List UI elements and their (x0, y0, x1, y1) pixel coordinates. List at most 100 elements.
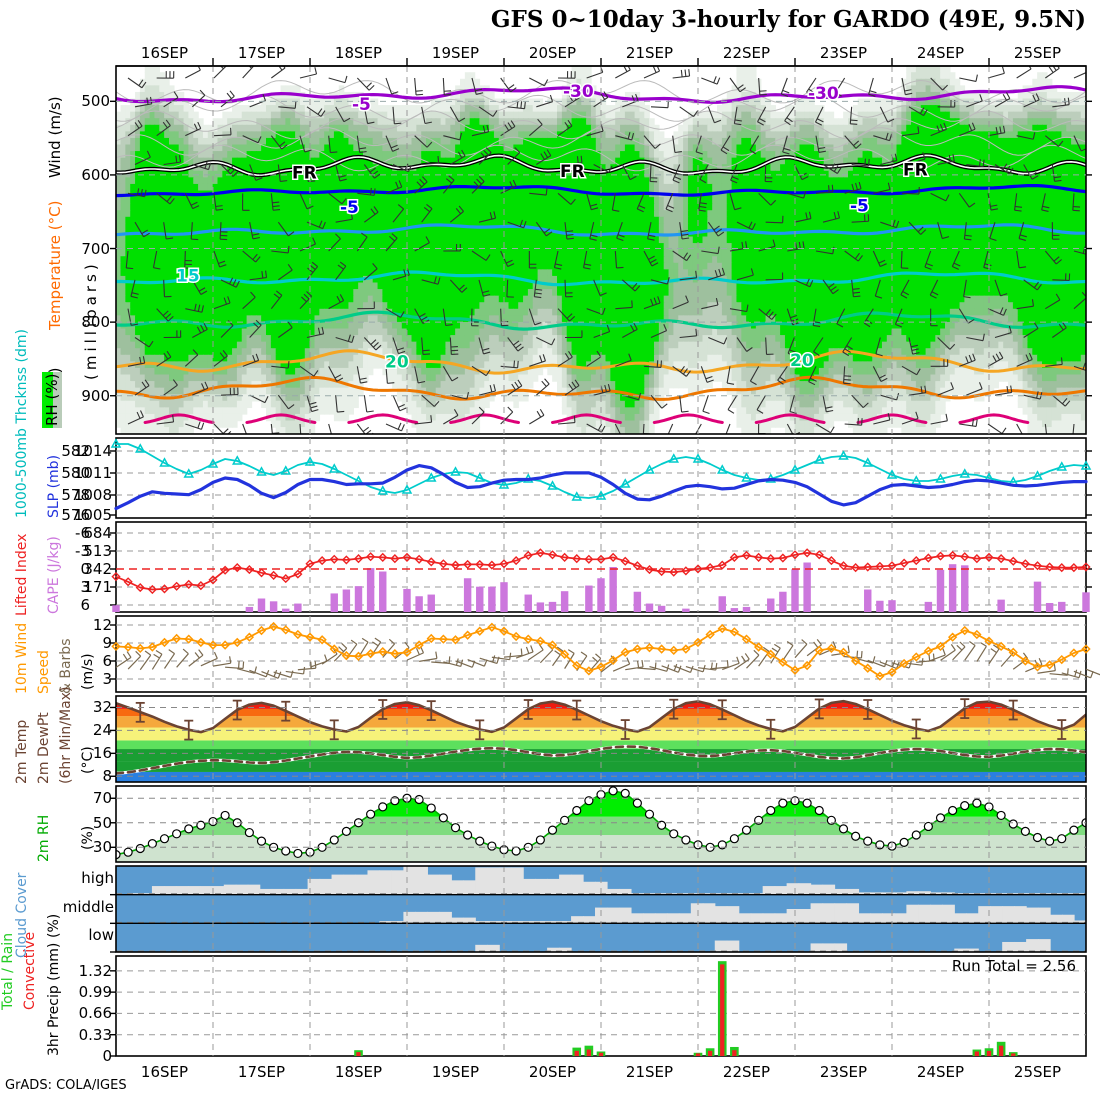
wind-speed-marker (111, 641, 121, 652)
cloud-bar (403, 911, 416, 924)
rh-marker (293, 848, 303, 859)
li-marker (644, 564, 655, 575)
slp-ytick-1008: 1008 (73, 486, 112, 504)
precip-convective-bar (598, 1052, 604, 1056)
label-temp2m: 2m Temp (14, 719, 30, 784)
day-label-top-17SEP: 17SEP (237, 44, 286, 62)
cloud-bar (451, 880, 464, 895)
cape-bar (767, 598, 775, 612)
wind-speed-marker (535, 636, 546, 646)
thk-ytick-578: 578 (61, 486, 90, 504)
li-marker (147, 584, 157, 595)
cloud-row-middle: middle (62, 897, 114, 916)
cloud-bar (954, 893, 967, 895)
day-label-top-21SEP: 21SEP (625, 44, 674, 62)
label-precip-axis: 3hr Precip (mm) (46, 942, 62, 1056)
cape-ytick-513: 513 (83, 542, 112, 560)
li-marker (560, 552, 570, 562)
cloud-bar (606, 888, 620, 895)
contour-label: 15 (176, 266, 200, 286)
wind-speed-marker (838, 647, 849, 658)
slp-ytick-1014: 1014 (73, 442, 112, 460)
rh-marker (244, 827, 254, 838)
cape-bar (888, 600, 896, 612)
wind-speed-marker (1044, 660, 1055, 670)
cloud-bar (666, 913, 680, 924)
day-label-bottom-25SEP: 25SEP (1013, 1063, 1062, 1081)
thickness-marker (377, 485, 389, 495)
slp-ytick-1011: 1011 (73, 464, 112, 482)
cloud-bar (834, 903, 848, 924)
thickness-marker (692, 453, 704, 463)
cloud-bar (331, 874, 345, 895)
thickness-marker (619, 478, 631, 488)
li-marker (244, 564, 254, 575)
panel-slp-thickness (110, 437, 1092, 519)
wind-speed-marker (511, 631, 521, 642)
wind-speed-marker (923, 646, 934, 656)
precip-ytick-0.66: 0.66 (78, 1004, 112, 1023)
panel-rh-2m (110, 785, 1087, 863)
rh-marker (802, 798, 812, 808)
rh-marker (960, 801, 970, 811)
wind-speed-marker (305, 632, 315, 642)
wind-speed-marker (365, 649, 376, 659)
top-day-ticks (116, 58, 1086, 67)
thickness-marker (862, 457, 874, 467)
rh-ytick-50: 50 (92, 813, 112, 832)
contour-label: -5 (352, 95, 371, 115)
li-ytick-6: 6 (80, 596, 90, 614)
wind-speed-marker (1081, 644, 1091, 654)
cloud-bar (271, 888, 285, 895)
cloud-bar (810, 884, 824, 895)
cloud-bar (559, 921, 572, 924)
rh-marker (996, 810, 1006, 821)
cape-bar (257, 598, 266, 612)
rh-marker (426, 803, 436, 813)
thickness-marker (716, 464, 728, 474)
wind-speed-marker (1057, 654, 1067, 665)
label-wind-units-ms: (m/s) (80, 653, 96, 690)
cloud-bar (846, 888, 860, 895)
thickness-marker (328, 463, 340, 473)
cape-bar (330, 593, 338, 612)
cloud-bar (163, 886, 177, 895)
cloud-bar (738, 913, 752, 924)
thickness-marker (256, 466, 267, 476)
li-marker (450, 560, 461, 570)
precip-convective-bar (586, 1049, 592, 1056)
wind-speed-marker (656, 644, 667, 654)
rh-marker (487, 841, 497, 851)
label-wind-speed: Speed (36, 650, 52, 694)
cape-bar (609, 567, 617, 612)
rh-marker (1008, 819, 1018, 829)
label-rh-badge: RH (%) (42, 371, 62, 428)
cape-bar (1045, 603, 1054, 612)
cloud-bar (487, 867, 500, 895)
li-marker (378, 552, 388, 562)
cloud-bar (391, 921, 405, 924)
label-cape: CAPE (J/kg) (46, 536, 62, 614)
cape-bar (864, 589, 872, 612)
wind-speed-marker (523, 634, 533, 644)
wind-speed-marker (256, 625, 267, 636)
li-marker (1081, 562, 1091, 572)
cloud-bar (798, 883, 812, 895)
precip-convective-bar (720, 964, 725, 1056)
rh-marker (220, 810, 230, 821)
li-marker (608, 552, 618, 562)
cloud-bar (223, 884, 237, 895)
wind-speed-marker (875, 671, 885, 681)
cloud-bar (726, 940, 740, 952)
li-marker (135, 582, 145, 593)
contour-label: -5 (340, 198, 359, 218)
rh-marker (1069, 825, 1079, 835)
day-label-top-25SEP: 25SEP (1013, 44, 1062, 62)
cape-ytick-171: 171 (83, 578, 112, 596)
rh-marker (184, 824, 194, 834)
day-label-bottom-20SEP: 20SEP (528, 1063, 577, 1081)
cape-bar (924, 601, 933, 612)
run-total-annotation: Run Total = 2.56 (951, 957, 1076, 975)
temp-ytick-32: 32 (92, 698, 112, 717)
li-marker (1020, 559, 1030, 569)
